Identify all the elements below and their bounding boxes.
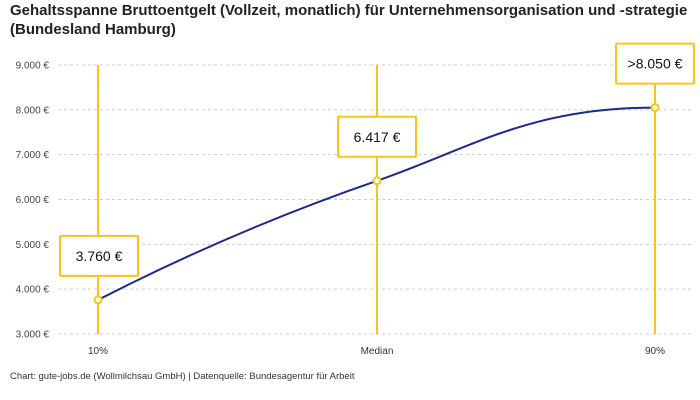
- data-points: [93, 103, 660, 305]
- y-tick-label: 5.000 €: [16, 240, 50, 251]
- x-tick-label: 10%: [88, 346, 108, 357]
- y-tick-label: 8.000 €: [16, 105, 50, 116]
- x-tick-label: Median: [361, 346, 394, 357]
- x-axis: 10% Median 90%: [88, 346, 665, 357]
- chart-title: Gehaltsspanne Bruttoentgelt (Vollzeit, m…: [10, 2, 688, 38]
- x-tick-label: 90%: [645, 346, 665, 357]
- data-point: [650, 103, 660, 113]
- value-label: 6.417 €: [354, 129, 401, 145]
- data-point: [93, 295, 103, 305]
- value-callout-box: [59, 234, 139, 277]
- value-label: 3.760 €: [76, 248, 123, 264]
- value-label: >8.050 €: [628, 56, 683, 72]
- grid-lines: [58, 64, 692, 335]
- y-tick-label: 6.000 €: [16, 195, 50, 206]
- y-tick-label: 4.000 €: [16, 285, 50, 296]
- y-tick-label: 3.000 €: [16, 330, 50, 341]
- value-callout-box: [337, 115, 417, 158]
- value-callouts: 3.760 € 6.417 € >8.050 €: [59, 42, 695, 277]
- value-callout-box: [615, 42, 695, 85]
- y-axis: 3.000 € 4.000 € 5.000 € 6.000 € 7.000 € 8.000…: [16, 61, 50, 341]
- y-tick-label: 9.000 €: [16, 61, 50, 72]
- y-tick-label: 7.000 €: [16, 150, 50, 161]
- data-point: [372, 176, 382, 186]
- category-markers: [97, 65, 656, 334]
- chart-source-footer: Chart: gute-jobs.de (Wollmilchsau GmbH) …: [10, 371, 355, 382]
